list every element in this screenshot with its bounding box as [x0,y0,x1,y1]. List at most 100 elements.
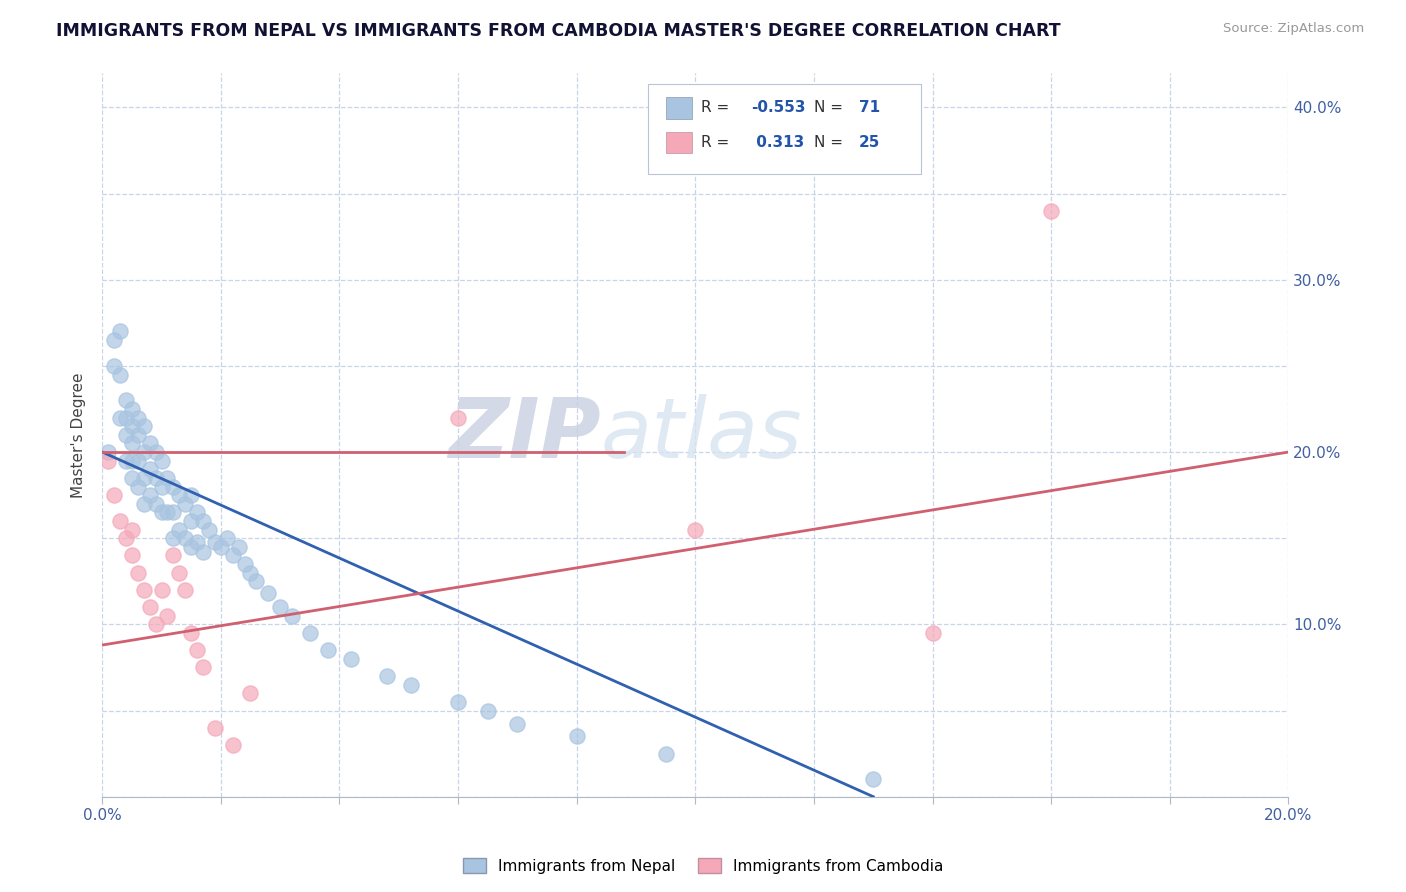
Point [233,557,256,571]
Point [127,410,149,425]
Text: R =: R = [702,135,734,150]
Point [108,514,131,528]
Text: 0.313: 0.313 [751,135,804,150]
Point [222,738,245,752]
Point [121,401,143,416]
Point [121,419,143,434]
Point [132,497,155,511]
FancyBboxPatch shape [648,84,921,174]
Point [162,549,184,563]
Point [281,608,304,623]
Text: Source: ZipAtlas.com: Source: ZipAtlas.com [1223,22,1364,36]
Point [506,717,529,731]
Point [215,531,238,545]
Point [138,488,160,502]
Point [150,505,173,519]
Point [145,471,167,485]
Point [921,626,943,640]
Point [145,445,167,459]
Text: 25: 25 [859,135,880,150]
Point [204,534,226,549]
Point [654,747,676,761]
Point [132,445,155,459]
Point [174,582,197,597]
Point [257,586,280,600]
Point [145,617,167,632]
Point [565,730,588,744]
Text: 71: 71 [859,100,880,115]
Point [186,505,208,519]
Point [145,497,167,511]
Point [162,531,184,545]
Point [127,453,149,467]
Point [191,660,214,674]
Point [108,368,131,382]
Point [150,479,173,493]
FancyBboxPatch shape [665,97,692,119]
Point [180,514,202,528]
Point [316,643,339,657]
Text: N =: N = [814,100,848,115]
Point [239,686,262,700]
Text: R =: R = [702,100,734,115]
Point [198,523,221,537]
Text: ZIP: ZIP [447,394,600,475]
Point [1040,203,1063,218]
Point [97,445,120,459]
Point [174,531,197,545]
Point [477,704,499,718]
Point [121,471,143,485]
Point [685,523,707,537]
Point [103,359,125,373]
Point [156,608,179,623]
Point [132,471,155,485]
Point [209,540,232,554]
Point [447,695,470,709]
Point [298,626,321,640]
Point [162,505,184,519]
Point [115,410,138,425]
Point [115,427,138,442]
Point [191,545,214,559]
Point [121,436,143,450]
Point [269,600,291,615]
Point [375,669,398,683]
Point [108,325,131,339]
Point [204,721,226,735]
Point [162,479,184,493]
Point [121,523,143,537]
Text: N =: N = [814,135,848,150]
Point [127,479,149,493]
Legend: Immigrants from Nepal, Immigrants from Cambodia: Immigrants from Nepal, Immigrants from C… [457,852,949,880]
Point [115,393,138,408]
Point [169,488,191,502]
Point [115,453,138,467]
Point [150,453,173,467]
Point [186,534,208,549]
Point [103,333,125,347]
Point [115,531,138,545]
Point [108,410,131,425]
Point [127,566,149,580]
Point [447,410,470,425]
Point [97,453,120,467]
Text: IMMIGRANTS FROM NEPAL VS IMMIGRANTS FROM CAMBODIA MASTER'S DEGREE CORRELATION CH: IMMIGRANTS FROM NEPAL VS IMMIGRANTS FROM… [56,22,1062,40]
Point [169,523,191,537]
Point [156,471,179,485]
Point [186,643,208,657]
Point [103,488,125,502]
Point [180,488,202,502]
Point [399,678,422,692]
FancyBboxPatch shape [665,132,692,153]
Point [150,582,173,597]
Text: -0.553: -0.553 [751,100,806,115]
Text: atlas: atlas [600,394,801,475]
Point [121,453,143,467]
Point [245,574,267,589]
Point [340,652,363,666]
Point [169,566,191,580]
Point [228,540,250,554]
Point [239,566,262,580]
Point [180,540,202,554]
Point [127,427,149,442]
